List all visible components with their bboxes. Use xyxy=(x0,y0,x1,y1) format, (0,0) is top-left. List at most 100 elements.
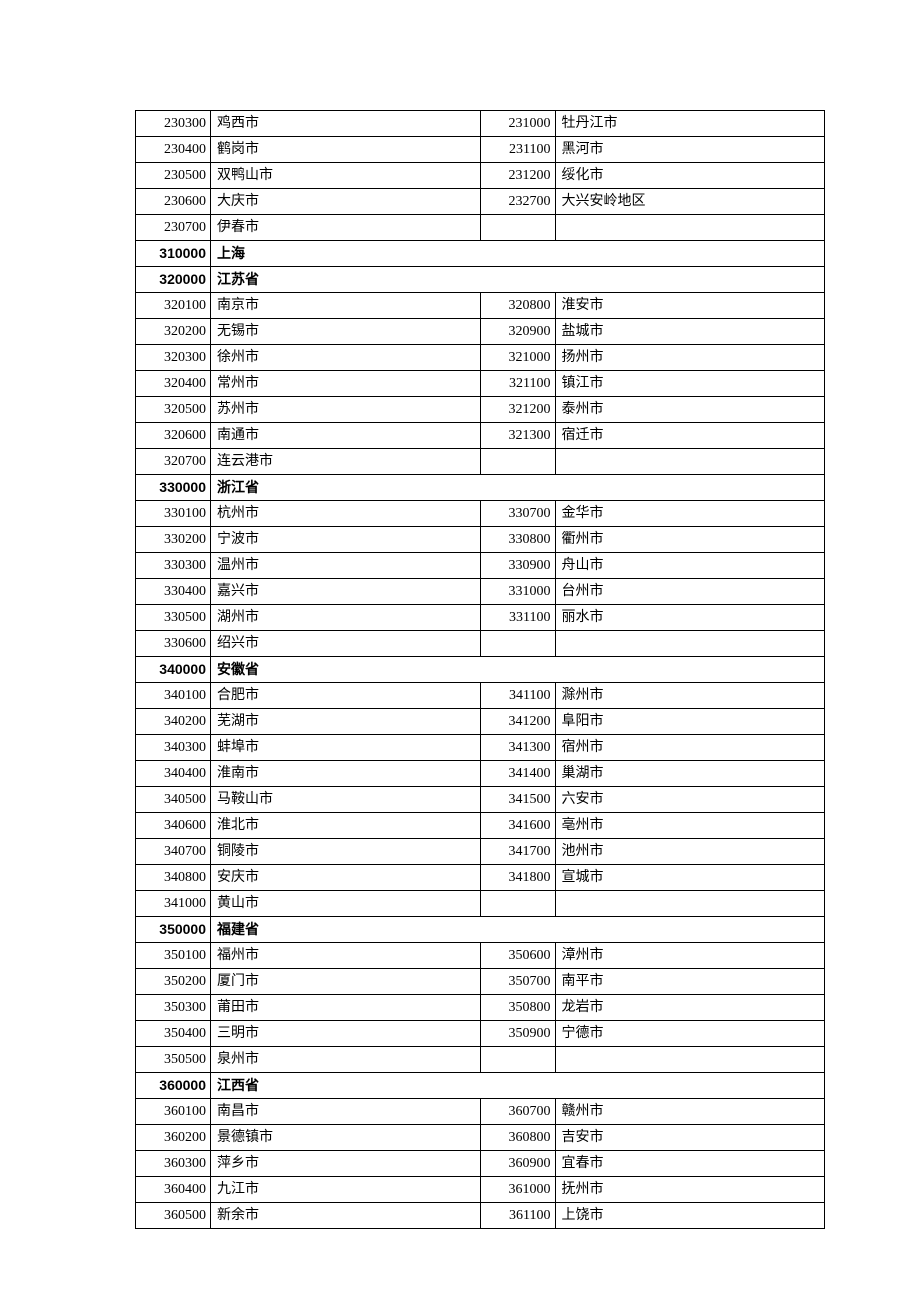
city-name-cell: 三明市 xyxy=(211,1021,481,1047)
city-code-cell: 230500 xyxy=(136,163,211,189)
city-code-cell: 320200 xyxy=(136,319,211,345)
city-code-cell: 341300 xyxy=(480,735,555,761)
city-code-cell: 350400 xyxy=(136,1021,211,1047)
city-name-cell xyxy=(555,891,825,917)
city-code-cell: 341200 xyxy=(480,709,555,735)
city-name-cell: 南通市 xyxy=(211,423,481,449)
city-name-cell: 福州市 xyxy=(211,943,481,969)
table-row: 340100合肥市341100滁州市 xyxy=(136,683,825,709)
city-code-cell: 341000 xyxy=(136,891,211,917)
city-name-cell: 宜春市 xyxy=(555,1151,825,1177)
city-name-cell: 南京市 xyxy=(211,293,481,319)
city-code-cell: 320700 xyxy=(136,449,211,475)
table-row: 330000浙江省 xyxy=(136,475,825,501)
city-name-cell xyxy=(555,631,825,657)
city-name-cell: 莆田市 xyxy=(211,995,481,1021)
city-code-cell: 231000 xyxy=(480,111,555,137)
city-code-cell: 321200 xyxy=(480,397,555,423)
city-name-cell: 蚌埠市 xyxy=(211,735,481,761)
table-row: 360200景德镇市360800吉安市 xyxy=(136,1125,825,1151)
city-name-cell: 鸡西市 xyxy=(211,111,481,137)
city-name-cell: 黄山市 xyxy=(211,891,481,917)
table-row: 320100南京市320800淮安市 xyxy=(136,293,825,319)
province-code-cell: 330000 xyxy=(136,475,211,501)
city-code-cell: 331000 xyxy=(480,579,555,605)
city-code-cell: 230300 xyxy=(136,111,211,137)
province-name-cell: 上海 xyxy=(211,241,825,267)
city-code-cell: 340500 xyxy=(136,787,211,813)
table-row: 320300徐州市321000扬州市 xyxy=(136,345,825,371)
city-name-cell: 泉州市 xyxy=(211,1047,481,1073)
city-name-cell: 宣城市 xyxy=(555,865,825,891)
city-name-cell: 常州市 xyxy=(211,371,481,397)
table-row: 230500双鸭山市231200绥化市 xyxy=(136,163,825,189)
city-name-cell: 衢州市 xyxy=(555,527,825,553)
city-name-cell: 镇江市 xyxy=(555,371,825,397)
table-row: 350000福建省 xyxy=(136,917,825,943)
city-name-cell: 淮南市 xyxy=(211,761,481,787)
city-code-cell: 231200 xyxy=(480,163,555,189)
city-name-cell: 鹤岗市 xyxy=(211,137,481,163)
table-row: 230700伊春市 xyxy=(136,215,825,241)
table-row: 350200厦门市350700南平市 xyxy=(136,969,825,995)
table-row: 230300鸡西市231000牡丹江市 xyxy=(136,111,825,137)
city-name-cell: 抚州市 xyxy=(555,1177,825,1203)
city-name-cell: 萍乡市 xyxy=(211,1151,481,1177)
city-name-cell: 绍兴市 xyxy=(211,631,481,657)
city-code-cell: 320100 xyxy=(136,293,211,319)
city-name-cell: 阜阳市 xyxy=(555,709,825,735)
city-name-cell: 伊春市 xyxy=(211,215,481,241)
city-name-cell: 徐州市 xyxy=(211,345,481,371)
city-code-cell: 341500 xyxy=(480,787,555,813)
city-name-cell: 台州市 xyxy=(555,579,825,605)
city-name-cell: 九江市 xyxy=(211,1177,481,1203)
city-name-cell: 宿州市 xyxy=(555,735,825,761)
city-code-cell: 340300 xyxy=(136,735,211,761)
table-row: 350100福州市350600漳州市 xyxy=(136,943,825,969)
city-code-cell: 360700 xyxy=(480,1099,555,1125)
city-name-cell: 马鞍山市 xyxy=(211,787,481,813)
table-row: 230600大庆市232700大兴安岭地区 xyxy=(136,189,825,215)
table-row: 320000江苏省 xyxy=(136,267,825,293)
table-row: 330100杭州市330700金华市 xyxy=(136,501,825,527)
city-code-cell: 331100 xyxy=(480,605,555,631)
province-name-cell: 浙江省 xyxy=(211,475,825,501)
city-code-cell: 230700 xyxy=(136,215,211,241)
city-name-cell: 滁州市 xyxy=(555,683,825,709)
city-code-cell: 330800 xyxy=(480,527,555,553)
city-code-cell: 320900 xyxy=(480,319,555,345)
city-name-cell: 铜陵市 xyxy=(211,839,481,865)
table-row: 330600绍兴市 xyxy=(136,631,825,657)
city-code-cell: 340600 xyxy=(136,813,211,839)
table-row: 340600淮北市341600亳州市 xyxy=(136,813,825,839)
city-name-cell: 上饶市 xyxy=(555,1203,825,1229)
city-name-cell: 舟山市 xyxy=(555,553,825,579)
province-name-cell: 江苏省 xyxy=(211,267,825,293)
city-code-cell: 350700 xyxy=(480,969,555,995)
city-name-cell: 丽水市 xyxy=(555,605,825,631)
city-code-cell: 350900 xyxy=(480,1021,555,1047)
city-code-cell: 330200 xyxy=(136,527,211,553)
city-code-cell: 330300 xyxy=(136,553,211,579)
city-code-cell: 341800 xyxy=(480,865,555,891)
city-code-cell xyxy=(480,215,555,241)
region-code-table: 230300鸡西市231000牡丹江市230400鹤岗市231100黑河市230… xyxy=(135,110,825,1229)
city-name-cell: 大兴安岭地区 xyxy=(555,189,825,215)
city-code-cell: 330600 xyxy=(136,631,211,657)
city-code-cell: 330700 xyxy=(480,501,555,527)
table-row: 350300莆田市350800龙岩市 xyxy=(136,995,825,1021)
city-code-cell: 330900 xyxy=(480,553,555,579)
city-code-cell: 330100 xyxy=(136,501,211,527)
city-name-cell: 吉安市 xyxy=(555,1125,825,1151)
city-name-cell: 无锡市 xyxy=(211,319,481,345)
city-name-cell: 大庆市 xyxy=(211,189,481,215)
city-code-cell: 321100 xyxy=(480,371,555,397)
city-name-cell: 六安市 xyxy=(555,787,825,813)
city-name-cell: 景德镇市 xyxy=(211,1125,481,1151)
city-name-cell: 漳州市 xyxy=(555,943,825,969)
city-name-cell: 双鸭山市 xyxy=(211,163,481,189)
city-code-cell: 232700 xyxy=(480,189,555,215)
city-code-cell: 340100 xyxy=(136,683,211,709)
table-row: 330300温州市330900舟山市 xyxy=(136,553,825,579)
province-name-cell: 福建省 xyxy=(211,917,825,943)
